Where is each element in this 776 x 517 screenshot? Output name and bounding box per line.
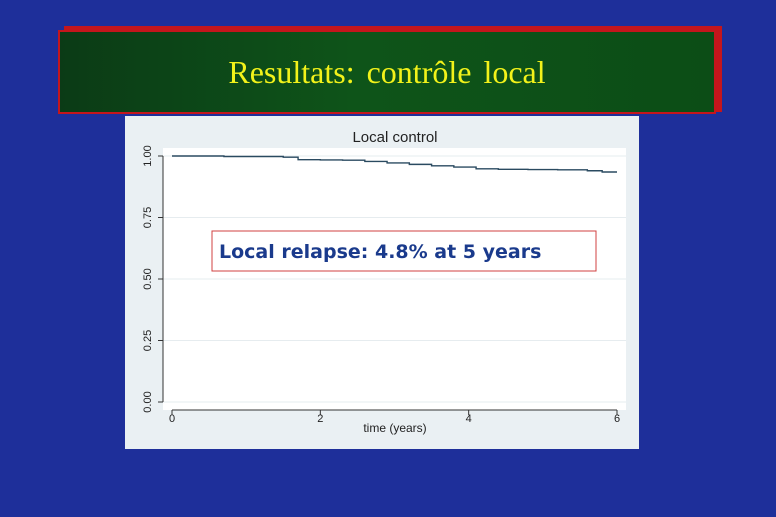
y-tick-label-1: 0.25 (142, 330, 154, 351)
x-tick-label-2: 4 (466, 413, 472, 425)
slide-title: Resultats: contrôle local (228, 53, 546, 90)
annotation: Local relapse: 4.8% at 5 years (211, 230, 597, 272)
y-tick-label-4: 1.00 (142, 145, 154, 166)
chart-panel: Local control 0.00 0.25 0.50 0.75 1.00 0 2 4 6 t… (125, 116, 639, 449)
y-tick-label-0: 0.00 (142, 391, 154, 412)
title-banner: Resultats: contrôle local (58, 30, 716, 114)
annotation-text: Local relapse: 4.8% at 5 years (219, 241, 541, 263)
x-tick-label-3: 6 (614, 413, 620, 425)
chart-title: Local control (352, 129, 437, 146)
local-control-chart: Local control 0.00 0.25 0.50 0.75 1.00 0 2 4 6 t… (142, 129, 626, 435)
series-group (172, 155, 617, 173)
annotation-box (211, 230, 597, 272)
x-tick-label-0: 0 (169, 413, 175, 425)
y-tick-label-3: 0.75 (142, 207, 154, 228)
series-line-0 (172, 155, 617, 173)
y-tick-label-2: 0.50 (142, 268, 154, 289)
x-axis-label: time (years) (363, 421, 426, 435)
x-tick-label-1: 2 (317, 413, 323, 425)
axes: 0.00 0.25 0.50 0.75 1.00 0 2 4 6 (142, 145, 620, 425)
